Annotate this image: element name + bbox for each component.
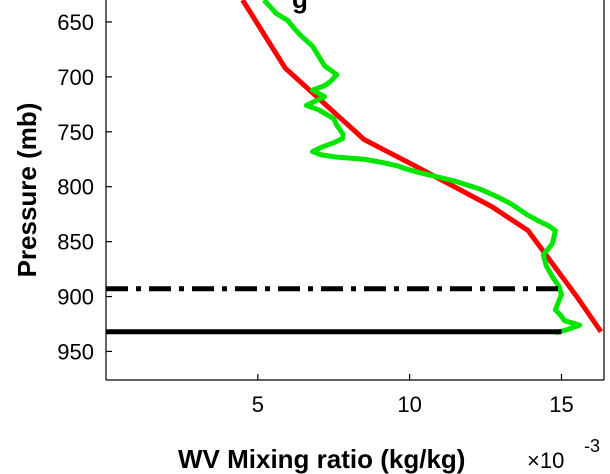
series-layer (106, 0, 604, 336)
axes-layer (105, 0, 605, 381)
x-axis-title: WV Mixing ratio (kg/kg) (178, 444, 465, 474)
y-tick-label: 950 (57, 339, 94, 364)
title-fragment: g (292, 0, 308, 14)
ticks-layer: 5 10 15 650 700 750 800 850 900 950 (57, 10, 573, 417)
x-tick-label: 10 (397, 392, 421, 417)
x-tick-label: 15 (549, 392, 573, 417)
x-axis-exponent: -3 (584, 436, 600, 456)
y-tick-label: 750 (57, 120, 94, 145)
series-line-1 (262, 0, 583, 336)
y-tick-label: 700 (57, 65, 94, 90)
x-axis-multiplier: ×10 (527, 448, 564, 473)
y-tick-label: 850 (57, 230, 94, 255)
x-tick-label: 5 (252, 392, 264, 417)
series-line-0 (240, 0, 604, 334)
y-tick-label: 900 (57, 285, 94, 310)
y-tick-label: 800 (57, 175, 94, 200)
y-tick-label: 650 (57, 10, 94, 35)
y-axis-title: Pressure (mb) (12, 103, 42, 278)
